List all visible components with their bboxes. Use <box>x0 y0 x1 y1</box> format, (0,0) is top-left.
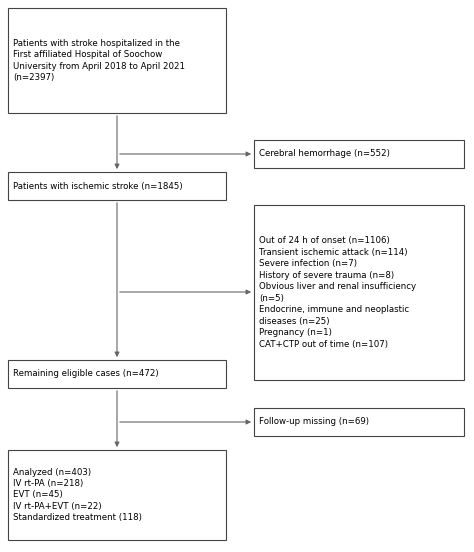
Text: Follow-up missing (n=69): Follow-up missing (n=69) <box>259 417 369 427</box>
Text: Out of 24 h of onset (n=1106)
Transient ischemic attack (n=114)
Severe infection: Out of 24 h of onset (n=1106) Transient … <box>259 236 416 348</box>
Text: Remaining eligible cases (n=472): Remaining eligible cases (n=472) <box>13 369 159 379</box>
Text: Patients with stroke hospitalized in the
First affiliated Hospital of Soochow
Un: Patients with stroke hospitalized in the… <box>13 39 185 82</box>
FancyBboxPatch shape <box>8 172 226 200</box>
Text: Cerebral hemorrhage (n=552): Cerebral hemorrhage (n=552) <box>259 150 390 158</box>
FancyBboxPatch shape <box>8 360 226 388</box>
Text: Patients with ischemic stroke (n=1845): Patients with ischemic stroke (n=1845) <box>13 182 182 190</box>
FancyBboxPatch shape <box>254 205 464 380</box>
FancyBboxPatch shape <box>8 8 226 113</box>
FancyBboxPatch shape <box>8 450 226 540</box>
FancyBboxPatch shape <box>254 408 464 436</box>
Text: Analyzed (n=403)
IV rt-PA (n=218)
EVT (n=45)
IV rt-PA+EVT (n=22)
Standardized tr: Analyzed (n=403) IV rt-PA (n=218) EVT (n… <box>13 468 142 522</box>
FancyBboxPatch shape <box>254 140 464 168</box>
